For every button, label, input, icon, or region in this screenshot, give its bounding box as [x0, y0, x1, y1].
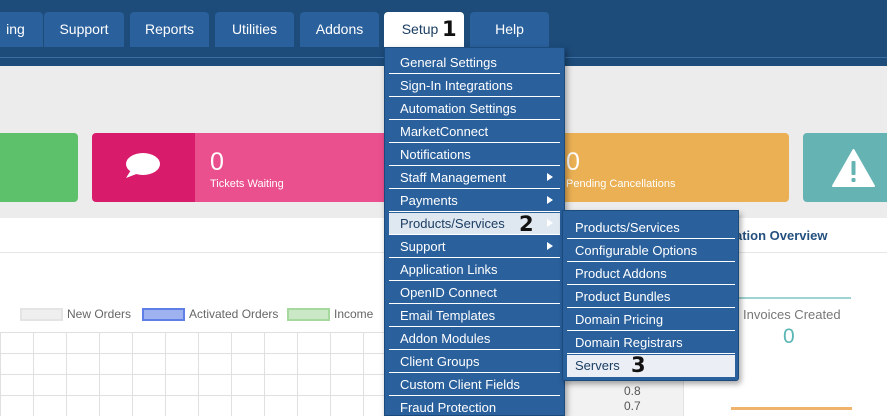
menu-item-staff-management[interactable]: Staff Management — [389, 167, 560, 189]
legend-swatch-income[interactable] — [287, 308, 330, 321]
chevron-right-icon — [547, 173, 553, 181]
menu-item-support[interactable]: Support — [389, 236, 560, 258]
menu-item-label: Payments — [400, 193, 458, 208]
overview-accent-line — [731, 407, 852, 410]
submenu-item-configurable-options[interactable]: Configurable Options — [567, 240, 735, 262]
menu-item-fraud-protection[interactable]: Fraud Protection — [400, 400, 497, 415]
menu-item-label: Staff Management — [400, 170, 506, 185]
tab-billing[interactable]: ing — [0, 12, 43, 47]
legend-label-activated-orders: Activated Orders — [189, 307, 279, 321]
tickets-count: 0 — [210, 148, 224, 176]
submenu-item-products-services[interactable]: Products/Services — [567, 217, 735, 239]
warning-icon — [832, 149, 875, 187]
stat-tile-tickets[interactable] — [195, 133, 390, 202]
tab-addons[interactable]: Addons — [300, 12, 379, 47]
step-annotation-2: 2 — [519, 212, 534, 236]
menu-item-custom-client-fields[interactable]: Custom Client Fields — [389, 374, 560, 396]
menu-item-application-links[interactable]: Application Links — [389, 259, 560, 281]
chevron-right-icon — [547, 242, 553, 250]
tab-support[interactable]: Support — [44, 12, 124, 47]
legend-label-income: Income — [334, 307, 374, 321]
chevron-right-icon — [547, 219, 553, 227]
submenu-item-product-addons[interactable]: Product Addons — [567, 263, 735, 285]
legend-swatch-new-orders[interactable] — [20, 308, 63, 321]
menu-item-products-services[interactable]: Products/Services — [389, 213, 560, 235]
y-tick-label: 0.8 — [624, 384, 641, 398]
legend-swatch-activated-orders[interactable] — [142, 308, 185, 321]
panel-header-divider — [0, 252, 385, 253]
legend-label-new-orders: New Orders — [67, 307, 132, 321]
invoices-accent-line — [733, 297, 851, 299]
submenu-item-product-bundles[interactable]: Product Bundles — [567, 286, 735, 308]
menu-item-automation-settings[interactable]: Automation Settings — [389, 98, 560, 120]
tab-utilities[interactable]: Utilities — [215, 12, 294, 47]
menu-item-addon-modules[interactable]: Addon Modules — [389, 328, 560, 350]
stat-tile-green[interactable] — [0, 133, 78, 202]
products-services-submenu: Products/Services Configurable Options P… — [562, 210, 739, 381]
menu-item-general-settings[interactable]: General Settings — [389, 52, 560, 74]
speech-bubble-icon — [126, 153, 160, 178]
menu-item-marketconnect[interactable]: MarketConnect — [389, 121, 560, 143]
menu-item-notifications[interactable]: Notifications — [389, 144, 560, 166]
menu-item-label: Support — [400, 239, 446, 254]
menu-item-openid-connect[interactable]: OpenID Connect — [389, 282, 560, 304]
overview-title: ation Overview — [735, 228, 828, 243]
chevron-right-icon — [547, 196, 553, 204]
submenu-item-domain-pricing[interactable]: Domain Pricing — [567, 309, 735, 331]
tab-help[interactable]: Help — [470, 12, 549, 47]
menu-item-email-templates[interactable]: Email Templates — [389, 305, 560, 327]
invoices-created-value: 0 — [783, 325, 795, 348]
panel-header-divider — [684, 252, 887, 253]
cancellations-count: 0 — [566, 148, 580, 176]
tab-reports[interactable]: Reports — [130, 12, 209, 47]
chart-grid — [0, 332, 385, 416]
invoices-created-label: Invoices Created — [743, 307, 841, 322]
menu-item-client-groups[interactable]: Client Groups — [389, 351, 560, 373]
tab-setup[interactable]: Setup — [384, 12, 464, 47]
step-annotation-1: 1 — [442, 17, 457, 41]
y-tick-label: 0.7 — [624, 399, 641, 413]
menu-item-payments[interactable]: Payments — [389, 190, 560, 212]
cancellations-label: Pending Cancellations — [566, 178, 676, 190]
submenu-item-servers[interactable]: Servers — [567, 355, 735, 377]
top-navigation-bar: ing Support Reports Utilities Addons Set… — [0, 0, 887, 57]
menu-item-label: Products/Services — [400, 216, 505, 231]
tickets-label: Tickets Waiting — [210, 178, 284, 190]
setup-dropdown-menu: General Settings Sign-In Integrations Au… — [384, 47, 565, 416]
stat-tile-cancellations[interactable] — [560, 133, 789, 202]
submenu-item-domain-registrars[interactable]: Domain Registrars — [567, 332, 735, 354]
step-annotation-3: 3 — [631, 353, 646, 377]
menu-item-sign-in-integrations[interactable]: Sign-In Integrations — [389, 75, 560, 97]
